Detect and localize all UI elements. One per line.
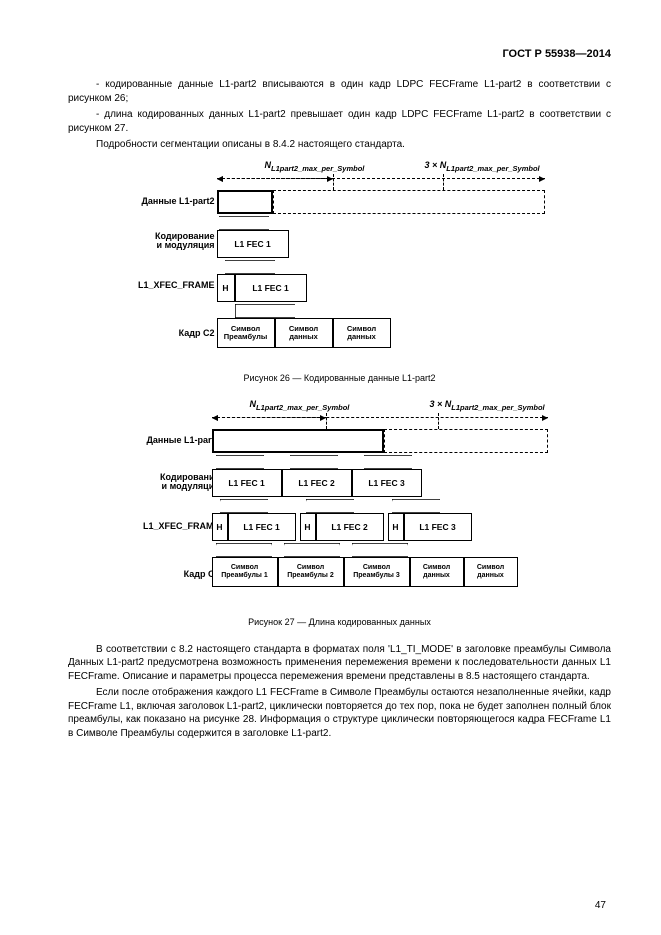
fig26-row3-label: L1_XFEC_FRAME [95,280,215,290]
fig27-data1: Символданных [410,557,464,587]
fig26-dim2-label: 3 × NL1part2_max_per_Symbol [425,160,540,173]
fig27-fec3-b: L1 FEC 3 [404,513,472,541]
fig27-preamble1: СимволПреамбулы 1 [212,557,278,587]
fig27-dim2-arrow [212,417,548,418]
paragraph-1a: - кодированные данные L1-part2 вписывают… [68,78,611,105]
fig27-h2: H [300,513,316,541]
trapezoid-icon [284,543,340,557]
fig26-row4-label: Кадр С2 [95,328,215,338]
trapezoid-icon [290,455,338,469]
page-number: 47 [595,900,606,911]
fig27-fec2-a: L1 FEC 2 [282,469,352,497]
fig27-h1: H [212,513,228,541]
trapezoid-icon [225,260,275,274]
paragraph-1b: - длина кодированных данных L1-part2 пре… [68,108,611,135]
fig27-fec1-b: L1 FEC 1 [228,513,296,541]
fig26-h-box: H [217,274,235,302]
fig27-fec2-b: L1 FEC 2 [316,513,384,541]
fig27-data2: Символданных [464,557,518,587]
fig26-dim1-label: NL1part2_max_per_Symbol [265,160,365,173]
fig27-dim1-label: NL1part2_max_per_Symbol [250,399,350,412]
fig26-data-dash [273,190,545,214]
fig27-data-dash [384,429,548,453]
paragraph-3: Если после отображения каждого L1 FECFra… [68,686,611,740]
trapezoid-icon [220,499,268,513]
tick [438,413,439,429]
fig26-fec-box-a: L1 FEC 1 [217,230,289,258]
paragraph-1c: Подробности сегментации описаны в 8.4.2 … [68,138,611,152]
fig27-preamble2: СимволПреамбулы 2 [278,557,344,587]
fig27-data-box [212,429,384,453]
fig26-preamble-symbol: СимволПреамбулы [217,318,275,348]
fig26-fec-box-b: L1 FEC 1 [235,274,307,302]
trapezoid-icon [219,216,269,230]
tick [326,413,327,429]
trapezoid-icon [306,499,354,513]
paragraph-2: В соответствии с 8.2 настоящего стандарт… [68,643,611,684]
figure-26-caption: Рисунок 26 — Кодированные данные L1-part… [68,373,611,383]
figure-26: NL1part2_max_per_Symbol 3 × NL1part2_max… [125,160,555,365]
document-header: ГОСТ Р 55938—2014 [68,48,611,60]
tick [333,174,334,190]
fig26-row1-label: Данные L1-part2 [95,196,215,206]
fig27-dim2-label: 3 × NL1part2_max_per_Symbol [430,399,545,412]
fig27-preamble3: СимволПреамбулы 3 [344,557,410,587]
fig26-data-symbol-1: Символданных [275,318,333,348]
trapezoid-icon [216,455,264,469]
figure-27: NL1part2_max_per_Symbol 3 × NL1part2_max… [120,399,560,609]
fig27-row4-label: Кадр С2 [100,569,220,579]
fig26-data-box [217,190,273,214]
fig27-fec1-a: L1 FEC 1 [212,469,282,497]
fig27-fec3-a: L1 FEC 3 [352,469,422,497]
fig27-row3-label: L1_XFEC_FRAME [100,521,220,531]
fig27-row1-label: Данные L1-part2 [100,435,220,445]
fig27-row2-label: Кодированиеи модуляция [100,473,220,492]
trapezoid-icon [392,499,440,513]
trapezoid-icon [216,543,272,557]
trapezoid-icon [364,455,412,469]
fig26-row2-label: Кодированиеи модуляция [95,232,215,251]
fig26-data-symbol-2: Символданных [333,318,391,348]
trapezoid-icon [235,304,295,318]
fig27-h3: H [388,513,404,541]
fig26-dim2-arrow [217,178,545,179]
tick [443,174,444,190]
figure-27-caption: Рисунок 27 — Длина кодированных данных [68,617,611,627]
trapezoid-icon [352,543,408,557]
